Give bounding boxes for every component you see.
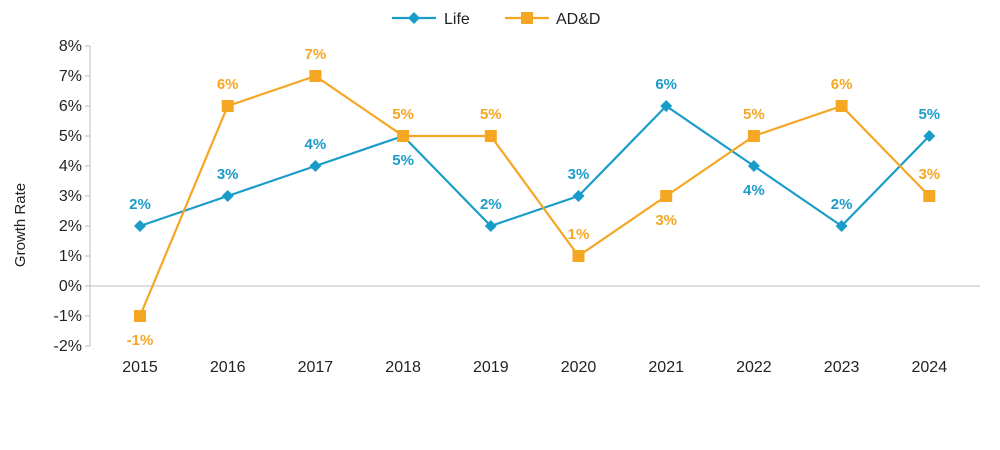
data-label-life: 4% (305, 136, 327, 153)
data-point-ad-d (572, 250, 585, 262)
x-tick-label: 2020 (561, 359, 597, 376)
y-tick-label: 1% (59, 248, 82, 265)
data-point-life (221, 190, 234, 202)
series-line-ad-d (138, 74, 931, 317)
data-label-life: 2% (129, 196, 151, 213)
data-point-life (134, 220, 146, 232)
data-point-ad-d (835, 100, 848, 112)
data-point-life (309, 160, 322, 172)
x-tick-label: 2018 (385, 359, 421, 376)
y-tick-label: 2% (59, 218, 82, 235)
x-axis: 2015 2016 2017 2018 2019 2020 2021 2022 2023 2024 (90, 285, 980, 376)
y-tick-label: -2% (54, 338, 82, 355)
legend-label-life: Life (444, 11, 470, 28)
data-label-ad-d: -1% (127, 332, 154, 349)
data-point-ad-d (309, 70, 322, 82)
x-tick-label: 2019 (473, 359, 509, 376)
data-point-ad-d (397, 130, 410, 142)
legend: Life AD&D (392, 11, 600, 28)
data-label-life: 5% (918, 106, 940, 123)
data-label-ad-d: 5% (392, 106, 414, 123)
data-point-life (660, 100, 673, 112)
x-tick-label: 2015 (122, 359, 158, 376)
data-label-ad-d: 3% (918, 166, 940, 183)
data-label-life: 3% (217, 166, 239, 183)
data-label-ad-d: 3% (655, 212, 677, 229)
y-tick-label: -1% (54, 308, 82, 325)
data-label-life: 2% (480, 196, 502, 213)
y-tick-label: 5% (59, 128, 82, 145)
data-point-life (572, 190, 585, 202)
x-tick-label: 2016 (210, 359, 246, 376)
data-point-ad-d (484, 130, 497, 142)
legend-label-ad-d: AD&D (556, 11, 600, 28)
data-label-life: 4% (743, 182, 765, 199)
y-axis-title: Growth Rate (12, 183, 29, 267)
x-tick-label: 2023 (824, 359, 860, 376)
data-point-life (484, 220, 497, 232)
data-label-ad-d: 7% (305, 46, 327, 63)
series-lines (138, 74, 931, 317)
x-tick-label: 2024 (912, 359, 948, 376)
data-label-ad-d: 5% (743, 106, 765, 123)
y-tick-label: 7% (59, 68, 82, 85)
x-tick-label: 2022 (736, 359, 772, 376)
y-tick-label: 0% (59, 278, 82, 295)
y-tick-label: 8% (59, 38, 82, 55)
data-point-ad-d (923, 190, 936, 202)
legend-marker-ad-d (521, 12, 533, 24)
data-label-life: 2% (831, 196, 853, 213)
data-point-ad-d (747, 130, 760, 142)
data-label-life: 5% (392, 152, 414, 169)
data-point-ad-d (221, 100, 234, 112)
y-axis: -2% -1% 0% 1% 2% 3% 4% 5% 6% 7% 8% (54, 38, 91, 355)
y-tick-label: 3% (59, 188, 82, 205)
data-label-life: 3% (568, 166, 590, 183)
data-label-ad-d: 6% (831, 76, 853, 93)
data-label-ad-d: 5% (480, 106, 502, 123)
series-markers (134, 70, 936, 322)
y-tick-label: 4% (59, 158, 82, 175)
x-tick-label: 2021 (648, 359, 684, 376)
data-label-life: 6% (655, 76, 677, 93)
data-label-ad-d: 6% (217, 76, 239, 93)
data-point-ad-d (660, 190, 673, 202)
y-tick-label: 6% (59, 98, 82, 115)
data-label-ad-d: 1% (568, 226, 590, 243)
legend-marker-life (408, 12, 420, 24)
data-point-life (923, 130, 936, 142)
data-point-life (747, 160, 760, 172)
data-point-ad-d (134, 310, 146, 322)
series-line-life (139, 104, 931, 228)
data-labels: 2% 3% 4% 5% 2% 3% 6% 4% 2% 5% -1% 6% 7% 5% 5% 1% 3% 5% 6% 3… (127, 46, 940, 349)
x-tick-label: 2017 (298, 359, 334, 376)
data-point-life (835, 220, 848, 232)
